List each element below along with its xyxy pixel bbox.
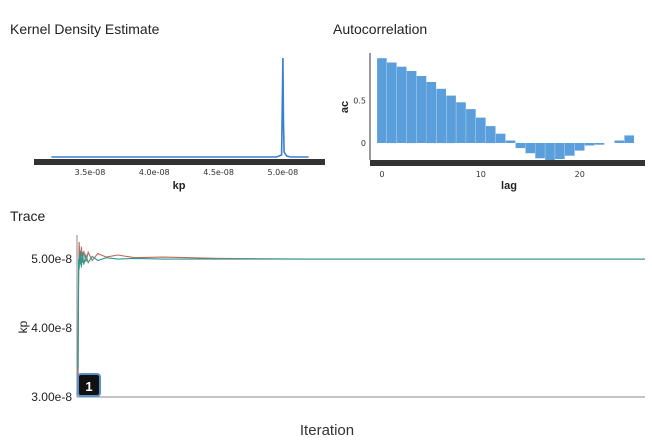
trace-x-axis-label: Iteration bbox=[300, 422, 354, 439]
trace-y-axis-label: kp bbox=[16, 320, 30, 333]
acf-bar bbox=[574, 143, 585, 151]
acf-x-axis-bar bbox=[370, 160, 645, 166]
trace-y-tick-label: 5.00e-8 bbox=[31, 252, 72, 266]
kde-series-line bbox=[51, 57, 309, 158]
kde-x-ticks: 3.5e-08 4.0e-08 4.5e-08 5.0e-08 bbox=[75, 168, 299, 177]
acf-bar bbox=[584, 143, 595, 146]
acf-bar bbox=[387, 62, 397, 144]
acf-bar bbox=[456, 102, 466, 143]
acf-x-tick-label: 0 bbox=[379, 170, 384, 179]
trace-series-line bbox=[77, 250, 645, 370]
trace-y-ticks: 5.00e-8 4.00e-8 3.00e-8 bbox=[31, 252, 72, 404]
kde-x-axis-bar bbox=[34, 159, 325, 165]
trace-y-tick-label: 3.00e-8 bbox=[31, 390, 72, 404]
acf-bar bbox=[377, 58, 387, 144]
acf-bar bbox=[446, 95, 456, 144]
acf-y-tick-label: 0.5 bbox=[353, 97, 366, 106]
acf-bar bbox=[565, 143, 575, 156]
acf-bar bbox=[406, 71, 417, 144]
acf-chart: 0 10 20 0 0.5 lag ac bbox=[339, 53, 645, 192]
trace-chart: 5.00e-8 4.00e-8 3.00e-8 Iteration kp bbox=[16, 235, 645, 439]
acf-x-tick-label: 20 bbox=[575, 170, 585, 179]
acf-bar bbox=[535, 143, 545, 159]
acf-bar bbox=[426, 82, 437, 144]
acf-y-axis-label: ac bbox=[339, 101, 351, 113]
acf-y-tick-label: 0 bbox=[361, 139, 366, 148]
acf-bar bbox=[545, 143, 555, 160]
kde-x-tick-label: 5.0e-08 bbox=[267, 168, 298, 177]
trace-series-line bbox=[77, 241, 645, 391]
kde-x-axis-label: kp bbox=[173, 180, 186, 192]
kde-chart: 3.5e-08 4.0e-08 4.5e-08 5.0e-08 kp bbox=[34, 57, 325, 192]
acf-bar bbox=[396, 66, 407, 143]
acf-bar bbox=[436, 88, 446, 144]
kde-x-tick-label: 3.5e-08 bbox=[75, 168, 106, 177]
acf-bar bbox=[485, 126, 496, 144]
kde-title: Kernel Density Estimate bbox=[10, 21, 160, 37]
acf-title: Autocorrelation bbox=[333, 21, 428, 37]
kde-x-tick-label: 4.5e-08 bbox=[203, 168, 234, 177]
acf-x-tick-label: 10 bbox=[476, 170, 486, 179]
acf-bar bbox=[614, 140, 625, 143]
trace-y-tick-label: 4.00e-8 bbox=[31, 321, 72, 335]
acf-bar bbox=[515, 143, 526, 149]
acf-ticks: 0 10 20 0 0.5 bbox=[353, 97, 585, 179]
acf-bar bbox=[505, 140, 516, 143]
acf-bar bbox=[416, 76, 427, 143]
trace-title: Trace bbox=[10, 208, 46, 224]
acf-bars bbox=[377, 58, 634, 160]
kde-x-tick-label: 4.0e-08 bbox=[139, 168, 170, 177]
acf-bar bbox=[624, 135, 634, 143]
acf-bar bbox=[594, 143, 605, 145]
acf-bar bbox=[476, 117, 486, 143]
acf-bar bbox=[525, 143, 536, 154]
acf-bar bbox=[555, 143, 565, 160]
acf-x-axis-label: lag bbox=[501, 180, 517, 192]
acf-bar bbox=[466, 109, 476, 143]
acf-bar bbox=[495, 133, 506, 143]
trace-series bbox=[77, 241, 645, 391]
marker-badge[interactable]: 1 bbox=[77, 373, 101, 397]
